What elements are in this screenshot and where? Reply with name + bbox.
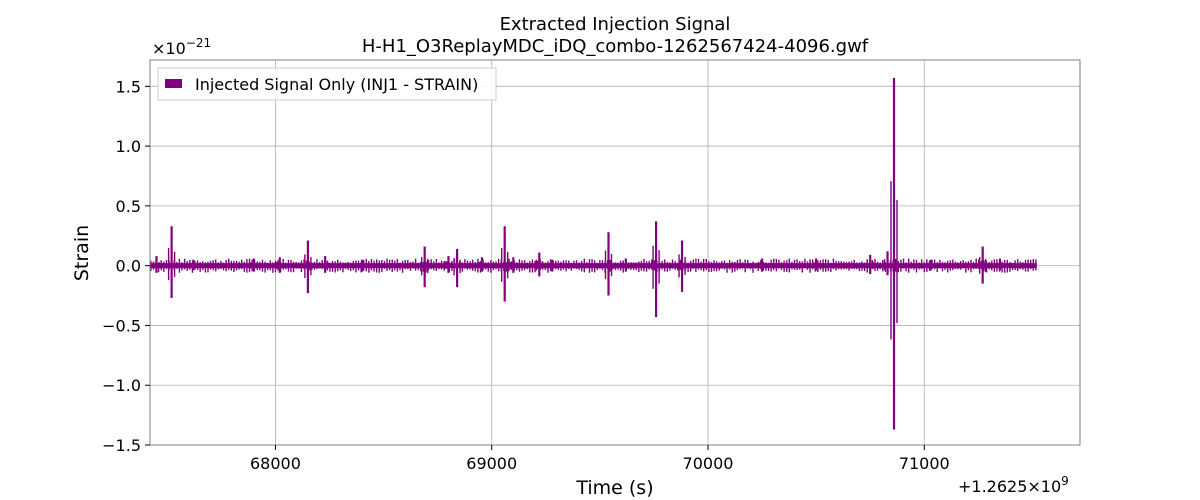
legend: Injected Signal Only (INJ1 - STRAIN) — [157, 67, 497, 101]
chart-subtitle: H-H1_O3ReplayMDC_iDQ_combo-1262567424-40… — [362, 36, 869, 57]
x-axis-label: Time (s) — [575, 477, 653, 499]
y-tick-label: 1.5 — [116, 77, 141, 96]
y-tick-label: 0.5 — [116, 197, 141, 216]
y-tick-label: −0.5 — [102, 316, 141, 335]
legend-label: Injected Signal Only (INJ1 - STRAIN) — [195, 75, 478, 94]
x-tick-label: 71000 — [899, 454, 950, 473]
legend-box — [157, 67, 497, 101]
legend-swatch — [165, 79, 182, 88]
grid — [150, 60, 1080, 446]
y-axis-label: Strain — [71, 225, 93, 281]
x-tick-label: 69000 — [466, 454, 517, 473]
x-tick-label: 70000 — [683, 454, 734, 473]
y-scale-label: ×10−21 — [152, 36, 211, 58]
y-tick-label: −1.5 — [102, 436, 141, 455]
chart-title: Extracted Injection Signal — [500, 14, 731, 35]
data-layer — [150, 77, 1037, 430]
y-tick-label: −1.0 — [102, 376, 141, 395]
y-tick-label: 0.0 — [116, 257, 141, 276]
plot-frame — [149, 59, 1081, 446]
ticks: 68000 69000 70000 71000 −1.5 −1.0 −0.5 0.0 0.5 1.… — [102, 77, 950, 473]
x-tick-label: 68000 — [250, 454, 301, 473]
x-offset-label: +1.2625×109 — [958, 474, 1069, 496]
signal-baseline-band — [150, 263, 1037, 269]
y-tick-label: 1.0 — [116, 137, 141, 156]
